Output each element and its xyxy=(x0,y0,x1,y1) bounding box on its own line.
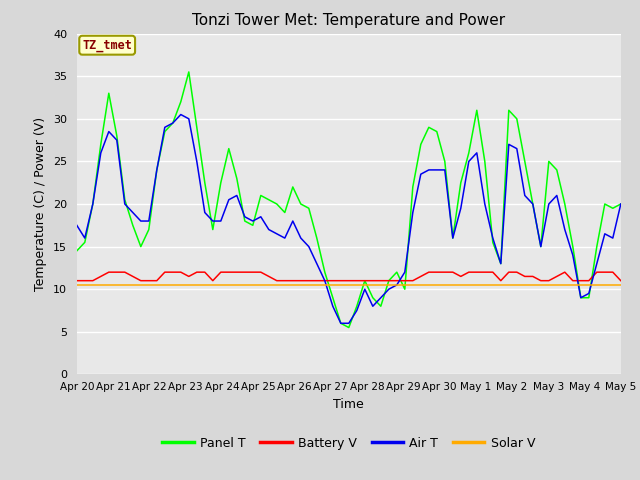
Panel T xyxy=(617,201,625,207)
Panel T xyxy=(113,133,120,139)
Panel T xyxy=(609,205,617,211)
Solar V xyxy=(617,282,625,288)
Panel T xyxy=(401,286,408,292)
Panel T xyxy=(161,129,169,134)
Air T xyxy=(161,124,169,130)
Air T xyxy=(401,269,408,275)
Battery V xyxy=(265,274,273,279)
Solar V xyxy=(177,282,185,288)
Air T xyxy=(609,235,617,241)
Solar V xyxy=(385,282,393,288)
Solar V xyxy=(73,282,81,288)
X-axis label: Time: Time xyxy=(333,397,364,410)
Battery V xyxy=(185,274,193,279)
Text: TZ_tmet: TZ_tmet xyxy=(82,39,132,52)
Air T xyxy=(73,222,81,228)
Solar V xyxy=(257,282,265,288)
Panel T xyxy=(505,108,513,113)
Line: Air T: Air T xyxy=(77,115,621,324)
Line: Battery V: Battery V xyxy=(77,272,621,281)
Air T xyxy=(617,201,625,207)
Battery V xyxy=(257,269,265,275)
Panel T xyxy=(185,69,193,75)
Air T xyxy=(337,321,345,326)
Y-axis label: Temperature (C) / Power (V): Temperature (C) / Power (V) xyxy=(35,117,47,291)
Battery V xyxy=(73,278,81,284)
Battery V xyxy=(609,269,617,275)
Air T xyxy=(185,116,193,121)
Legend: Panel T, Battery V, Air T, Solar V: Panel T, Battery V, Air T, Solar V xyxy=(157,432,540,455)
Panel T xyxy=(177,99,185,105)
Battery V xyxy=(617,278,625,284)
Air T xyxy=(177,112,185,118)
Solar V xyxy=(145,282,153,288)
Title: Tonzi Tower Met: Temperature and Power: Tonzi Tower Met: Temperature and Power xyxy=(192,13,506,28)
Battery V xyxy=(393,278,401,284)
Battery V xyxy=(105,269,113,275)
Air T xyxy=(113,137,120,143)
Line: Panel T: Panel T xyxy=(77,72,621,327)
Panel T xyxy=(73,248,81,254)
Solar V xyxy=(249,282,257,288)
Panel T xyxy=(345,324,353,330)
Battery V xyxy=(121,269,129,275)
Solar V xyxy=(113,282,120,288)
Air T xyxy=(505,142,513,147)
